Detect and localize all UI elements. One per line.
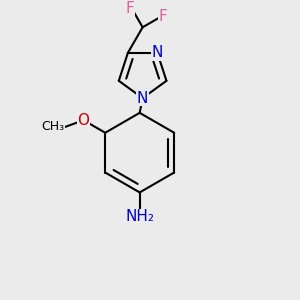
Text: NH₂: NH₂ [125, 209, 154, 224]
Text: CH₃: CH₃ [41, 120, 64, 133]
Text: F: F [159, 9, 168, 24]
Text: F: F [126, 1, 134, 16]
Text: N: N [152, 45, 163, 60]
Text: O: O [77, 113, 89, 128]
Text: N: N [137, 91, 148, 106]
